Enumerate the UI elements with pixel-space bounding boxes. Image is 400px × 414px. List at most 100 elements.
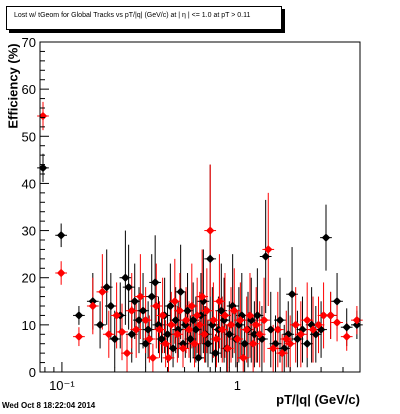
data-point <box>240 339 249 348</box>
data-point <box>181 315 191 325</box>
y-tick-label: 10 <box>22 318 36 333</box>
data-point <box>273 325 282 334</box>
y-tick-label: 70 <box>22 35 36 50</box>
data-point <box>121 273 130 282</box>
data-point <box>211 348 220 358</box>
data-point <box>245 311 255 320</box>
data-point <box>268 344 278 353</box>
data-point <box>230 306 239 315</box>
y-tick-label: 0 <box>29 365 36 380</box>
data-point <box>342 323 351 332</box>
y-tick-label: 40 <box>22 176 36 191</box>
data-point <box>163 330 172 339</box>
data-point <box>38 163 48 173</box>
data-point <box>275 315 285 325</box>
data-point <box>184 325 194 334</box>
data-point <box>161 339 170 348</box>
data-point <box>253 311 262 320</box>
data-point <box>112 311 121 320</box>
data-point <box>225 330 234 339</box>
data-point <box>102 282 111 292</box>
data-point <box>175 306 185 315</box>
data-point <box>209 315 218 325</box>
data-point <box>218 325 227 334</box>
data-point <box>178 344 188 353</box>
data-point <box>98 287 107 297</box>
data-point <box>261 252 270 261</box>
data-point <box>326 311 335 320</box>
data-point <box>176 287 185 297</box>
y-tick-label: 30 <box>22 224 36 239</box>
data-point <box>255 330 264 339</box>
data-point <box>127 330 136 339</box>
data-point <box>141 339 150 348</box>
data-point <box>194 353 203 363</box>
chart-title: Lost w/ tGeom for Global Tracks vs pT/|q… <box>14 12 251 19</box>
markers-layer <box>38 111 362 363</box>
plot-frame <box>39 41 361 373</box>
data-point <box>250 330 259 339</box>
data-point <box>127 306 136 315</box>
data-point <box>164 353 173 363</box>
data-point <box>248 339 258 348</box>
data-point <box>226 320 236 330</box>
data-point <box>342 332 351 341</box>
data-point <box>56 268 66 278</box>
data-point <box>183 306 192 315</box>
data-point <box>321 233 331 242</box>
data-point <box>152 301 161 311</box>
timestamp: Wed Oct 8 18:22:04 2014 <box>2 401 96 410</box>
data-point <box>131 325 141 334</box>
data-point <box>173 330 182 339</box>
data-point <box>266 325 275 334</box>
data-point <box>203 339 213 348</box>
data-point <box>205 254 215 264</box>
data-point <box>155 325 164 334</box>
data-point <box>212 334 221 344</box>
data-point <box>188 315 198 325</box>
data-point <box>319 311 328 320</box>
data-point <box>134 315 144 325</box>
data-point <box>192 311 202 320</box>
data-point <box>296 330 306 339</box>
data-point <box>136 292 145 301</box>
data-point <box>157 334 166 344</box>
data-point <box>352 320 362 330</box>
data-point <box>314 320 323 330</box>
data-point <box>251 320 261 330</box>
data-point <box>170 297 180 306</box>
data-point <box>197 292 207 301</box>
data-point <box>110 334 119 344</box>
data-point <box>145 334 154 344</box>
data-point <box>178 339 188 348</box>
data-point <box>122 348 132 358</box>
data-point <box>239 353 248 363</box>
y-tick-label: 20 <box>22 271 36 286</box>
x-axis-label: pT/|q| (GeV/c) <box>276 392 360 407</box>
y-axis-label: Efficiency (%) <box>5 43 21 129</box>
data-point <box>56 231 66 240</box>
data-point <box>74 311 84 320</box>
data-point <box>130 297 139 306</box>
data-point <box>74 332 84 341</box>
data-point <box>158 311 167 320</box>
data-point <box>106 301 116 311</box>
data-point <box>332 318 342 327</box>
data-point <box>236 315 245 325</box>
data-point <box>352 315 362 325</box>
y-tick-label: 50 <box>22 129 36 144</box>
data-point <box>264 245 273 254</box>
x-tick-label: 1 <box>234 378 241 393</box>
data-point <box>302 339 312 348</box>
data-point <box>95 320 105 330</box>
data-point <box>88 297 98 306</box>
data-point <box>124 282 133 292</box>
data-point <box>242 325 251 334</box>
data-point <box>138 306 148 315</box>
data-point <box>195 320 204 330</box>
data-point <box>205 226 215 235</box>
data-point <box>332 297 342 306</box>
data-point <box>190 339 199 348</box>
data-point <box>282 334 291 344</box>
